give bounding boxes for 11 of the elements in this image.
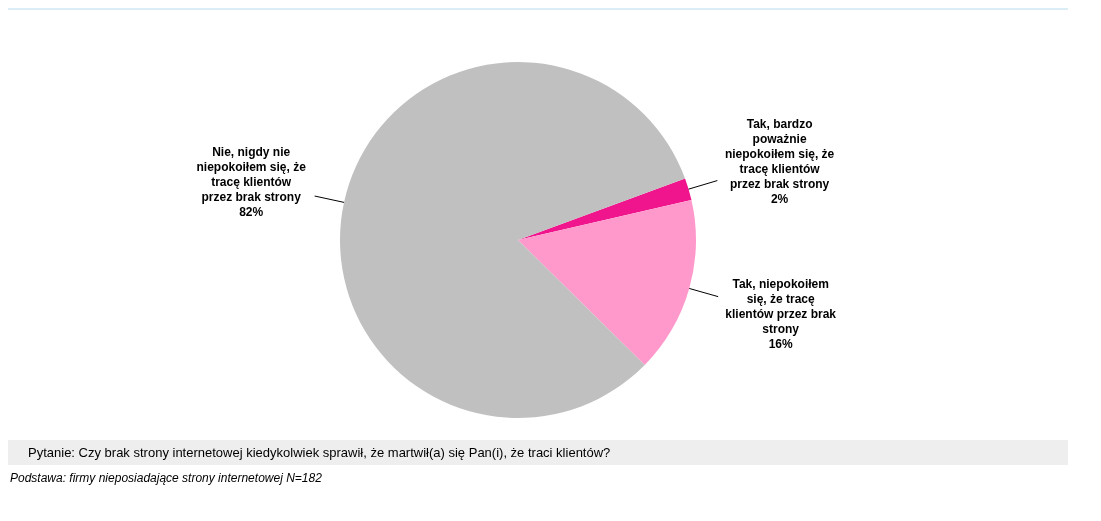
pie-slice	[518, 178, 692, 240]
data-label: 82%	[239, 204, 264, 219]
pie-slice	[518, 199, 696, 365]
data-label: 2%	[770, 192, 789, 207]
data-label: 16%	[768, 336, 794, 351]
slice-label: Tak, niepokoiłem się, że tracę klientów przez brak strony	[725, 276, 837, 336]
text: Pytanie: Czy brak strony internetowej kiedykolwiek sprawił, że martwił(a) się Pan(i), że traci klientów?	[8, 440, 1068, 465]
slice-label: Nie, nigdy nie niepokoiłem się, że tracę klientów przez brak strony	[196, 144, 307, 204]
slice-label: Tak, bardzo poważnie niepokoiłem się, że tracę klientów przez brak strony	[724, 117, 835, 192]
text: Podstawa: firmy nieposiadające strony internetowej N=182	[9, 470, 323, 485]
pie-slice	[340, 62, 686, 418]
